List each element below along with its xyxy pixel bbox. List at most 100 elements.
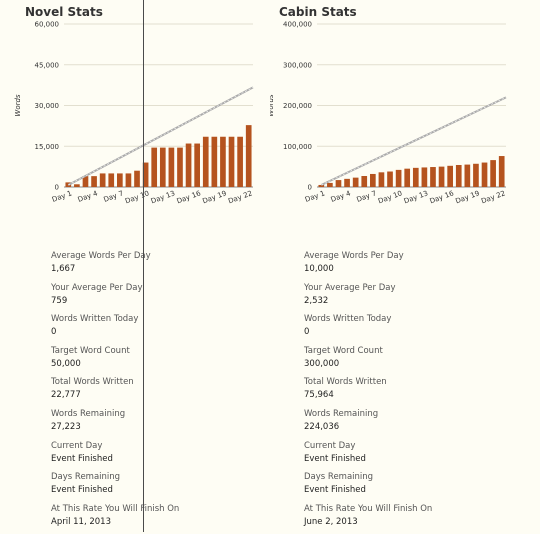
y-tick-label: 0: [308, 184, 312, 192]
novel-words-chart: 0 15,000 30,000 45,000 60,000 Words Day 1 Day 4…: [14, 21, 254, 205]
stat-value: 2,532: [304, 295, 329, 306]
y-axis-label: Words: [270, 94, 275, 117]
stat-label: Words Remaining: [51, 408, 126, 419]
bar: [228, 136, 235, 187]
stat-value: 300,000: [304, 358, 340, 369]
x-tick-label: Day 4: [77, 189, 100, 204]
bar: [159, 147, 166, 187]
cabin-words-chart: 0 100,000 200,000 300,000 400,000 Words Day 1 D…: [270, 21, 507, 205]
bar: [447, 165, 453, 187]
stat-value: June 2, 2013: [304, 516, 358, 527]
y-tick-label: 60,000: [35, 21, 60, 29]
stat-label: Words Remaining: [304, 408, 379, 419]
bar: [378, 172, 385, 187]
stat-value: Event Finished: [51, 453, 113, 464]
novel-stat-current-day: Current Day Event Finished: [51, 440, 179, 472]
y-tick-label: 0: [55, 184, 59, 192]
y-tick-label: 100,000: [283, 143, 312, 151]
stat-label: Current Day: [304, 440, 356, 451]
stat-value: 0: [51, 327, 57, 338]
y-tick-label: 15,000: [35, 143, 60, 151]
bar: [387, 171, 393, 187]
x-tick-label: Day 4: [330, 189, 353, 204]
target-line: [320, 96, 507, 186]
y-axis-label: Words: [14, 94, 22, 117]
x-tick-label: Day 7: [356, 189, 378, 204]
stat-value: 50,000: [51, 358, 81, 369]
x-tick-label: Day 10: [377, 189, 403, 205]
bar: [202, 136, 209, 187]
bar: [91, 176, 97, 187]
bar: [352, 177, 359, 187]
stat-value: 27,223: [51, 421, 81, 432]
bar: [455, 164, 462, 187]
stat-value: Event Finished: [304, 485, 366, 496]
bar: [421, 167, 428, 187]
y-tick-label: 300,000: [283, 61, 312, 69]
stat-value: April 11, 2013: [51, 516, 111, 527]
cabin-stat-current-day: Current Day Event Finished: [304, 440, 432, 472]
bar: [361, 175, 368, 187]
novel-stat-average-words-per-day: Average Words Per Day 1,667: [51, 250, 179, 282]
stat-label: Words Written Today: [304, 314, 392, 325]
bar: [473, 163, 479, 187]
stat-value: 75,964: [304, 390, 334, 401]
cabin-stat-words-remaining: Words Remaining 224,036: [304, 408, 432, 440]
novel-stat-days-remaining: Days Remaining Event Finished: [51, 471, 179, 503]
bar: [245, 125, 252, 187]
stat-value: 224,036: [304, 421, 340, 432]
target-line-dash: [68, 87, 254, 186]
bar: [344, 178, 350, 187]
bar: [82, 176, 89, 187]
cabin-stats-list: Average Words Per Day 10,000 Your Averag…: [304, 250, 432, 534]
novel-stat-finish-date: At This Rate You Will Finish On April 11…: [51, 503, 179, 534]
x-tick-label: Day 19: [201, 189, 227, 205]
x-tick-label: Day 1: [304, 189, 326, 204]
bar: [185, 143, 192, 187]
stat-label: Your Average Per Day: [304, 282, 396, 293]
x-tick-label: Day 7: [103, 189, 125, 204]
bar: [412, 167, 419, 187]
x-tick-label: Day 22: [480, 189, 506, 205]
y-tick-label: 200,000: [283, 102, 312, 110]
novel-stats-title: Novel Stats: [25, 5, 103, 19]
stat-label: At This Rate You Will Finish On: [51, 503, 180, 514]
bar: [430, 167, 436, 187]
bar: [237, 136, 243, 187]
stat-label: Target Word Count: [51, 345, 130, 356]
cabin-stats-title: Cabin Stats: [279, 5, 357, 19]
stat-label: Target Word Count: [304, 345, 383, 356]
y-tick-label: 45,000: [35, 61, 60, 69]
stat-value: 1,667: [51, 264, 76, 274]
x-tick-label: Day 1: [51, 189, 73, 204]
x-tick-label: Day 10: [124, 189, 150, 205]
stat-label: Total Words Written: [304, 377, 387, 388]
bar: [318, 184, 325, 187]
bar: [108, 173, 115, 187]
stat-value: 22,777: [51, 390, 81, 401]
x-tick-label: Day 13: [403, 189, 429, 205]
cabin-stat-words-written-today: Words Written Today 0: [304, 313, 432, 345]
bar: [211, 136, 218, 187]
bar: [395, 169, 402, 187]
stat-label: Average Words Per Day: [304, 251, 404, 261]
bar: [404, 168, 411, 187]
bar: [177, 147, 183, 187]
stat-label: Total Words Written: [51, 377, 134, 388]
divider-line: [143, 0, 144, 532]
y-tick-label: 30,000: [35, 102, 60, 110]
stat-value: 759: [51, 295, 68, 306]
novel-stat-total-words-written: Total Words Written 22,777: [51, 376, 179, 408]
x-tick-label: Day 16: [429, 189, 456, 205]
stat-value: Event Finished: [304, 453, 366, 464]
bar: [438, 166, 445, 187]
stat-label: Current Day: [51, 440, 103, 451]
stat-value: 10,000: [304, 264, 334, 274]
stat-label: At This Rate You Will Finish On: [304, 503, 433, 514]
stat-label: Average Words Per Day: [51, 251, 151, 261]
bar: [498, 156, 505, 187]
stat-label: Days Remaining: [51, 472, 121, 483]
bar: [99, 173, 106, 187]
bar: [220, 136, 226, 187]
bar: [194, 143, 200, 187]
